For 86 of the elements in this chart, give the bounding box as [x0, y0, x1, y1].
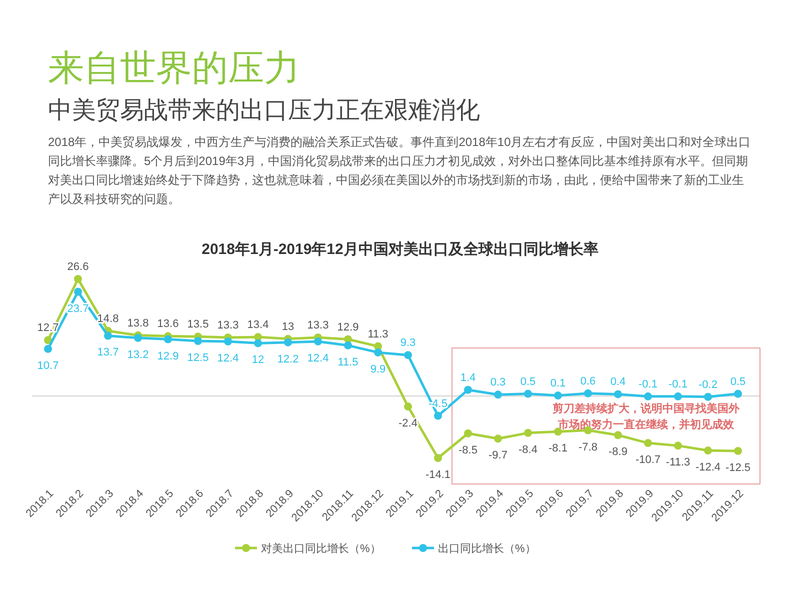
point — [734, 446, 742, 455]
point — [74, 275, 82, 283]
data-label: -7.8 — [578, 441, 598, 454]
data-label: 0.4 — [610, 376, 626, 388]
point — [464, 429, 472, 438]
text: 中美贸易战带来的出口压力正在艰难消化 — [48, 97, 480, 124]
point — [224, 337, 232, 346]
point — [674, 392, 682, 400]
point — [314, 337, 322, 346]
data-label: -12.5 — [725, 462, 751, 474]
point — [524, 428, 532, 437]
data-label: 10.7 — [37, 360, 59, 372]
point — [614, 390, 622, 398]
data-label: -11.3 — [666, 456, 690, 469]
data-label: -14.1 — [425, 469, 451, 481]
point — [494, 434, 502, 443]
data-label: -0.1 — [668, 378, 688, 390]
point — [44, 336, 52, 344]
point — [704, 446, 712, 455]
point — [644, 392, 652, 400]
data-label: 0.1 — [550, 378, 566, 390]
point — [644, 439, 652, 448]
point — [494, 390, 502, 399]
data-label: 0.3 — [490, 376, 506, 389]
data-label: -10.7 — [635, 454, 661, 466]
point — [554, 392, 562, 400]
data-label: -0.1 — [638, 378, 658, 390]
point — [404, 402, 412, 411]
data-label: -8.5 — [458, 444, 478, 456]
data-label: 13.5 — [187, 318, 209, 331]
point — [524, 390, 532, 398]
text: 2018年，中美贸易战爆发，中西方生产与消费的融洽关系正式告破。事件直到2018年10月左右才有反应，中国对美出口和对全球出口同比增长率骤降。5个月后到2019年3月，中国消化贸易战带来的出口压力才初见成效，对外出口整体同比基本维持原有水平。但同期对美出口同比增速始终处于下降趋势，这也就意味着，中国必须在美国以外的市场找到新的市场，由此，便给中国带来了新的工业生产以及科技研究的问题。 — [48, 135, 751, 206]
legend-label: 出口同比增长（%） — [438, 542, 536, 555]
point — [674, 442, 682, 450]
point — [134, 334, 142, 342]
data-label: -8.1 — [548, 442, 568, 455]
point — [464, 386, 472, 394]
data-label: 13.7 — [97, 346, 119, 359]
data-label: 13.3 — [307, 319, 329, 332]
data-label: 9.3 — [400, 337, 416, 350]
data-label: 0.5 — [520, 376, 536, 388]
point — [614, 431, 622, 440]
text: 来自世界的压力 — [48, 47, 300, 88]
data-label: 13.6 — [157, 318, 179, 330]
data-label: 1.4 — [460, 372, 476, 384]
data-label: 26.6 — [67, 261, 89, 273]
data-label: -9.7 — [488, 450, 508, 462]
data-label: 12.4 — [307, 352, 329, 364]
legend-label: 对美出口同比增长（%） — [261, 542, 381, 555]
point — [584, 389, 592, 398]
point — [194, 337, 202, 346]
data-label: 12.4 — [217, 352, 239, 364]
point — [164, 335, 172, 344]
data-label: 11.5 — [338, 356, 358, 368]
point — [104, 332, 112, 340]
data-label: 13.8 — [127, 317, 149, 330]
data-label: 12.2 — [277, 353, 299, 366]
point — [434, 412, 442, 420]
point — [254, 339, 262, 348]
point — [734, 390, 742, 398]
point — [44, 344, 52, 353]
point — [434, 454, 442, 462]
point — [704, 392, 712, 401]
point — [284, 338, 292, 346]
data-label: 13.3 — [217, 319, 239, 332]
data-label: -0.2 — [698, 378, 718, 391]
point — [344, 341, 352, 350]
data-label: 12.9 — [157, 350, 179, 362]
data-label: 12 — [252, 354, 264, 366]
data-label: 0.6 — [580, 375, 596, 388]
data-label: 13.2 — [127, 348, 149, 361]
data-label: 13 — [282, 320, 294, 333]
data-label: 12.9 — [337, 321, 359, 334]
data-label: 13.4 — [247, 319, 269, 332]
point — [404, 351, 412, 360]
data-label: 11.3 — [368, 328, 388, 340]
data-label: 12.5 — [187, 352, 209, 364]
data-label: -12.4 — [695, 462, 721, 474]
chart-title: 2018年1月-2019年12月中国对美出口及全球出口同比增长率 — [202, 240, 598, 258]
data-label: 9.9 — [370, 363, 386, 376]
point — [74, 288, 82, 296]
data-label: -8.9 — [608, 446, 628, 458]
point — [374, 348, 382, 356]
data-label: -2.4 — [398, 418, 418, 430]
data-label: -8.4 — [518, 444, 538, 456]
data-label: 0.5 — [730, 376, 746, 388]
